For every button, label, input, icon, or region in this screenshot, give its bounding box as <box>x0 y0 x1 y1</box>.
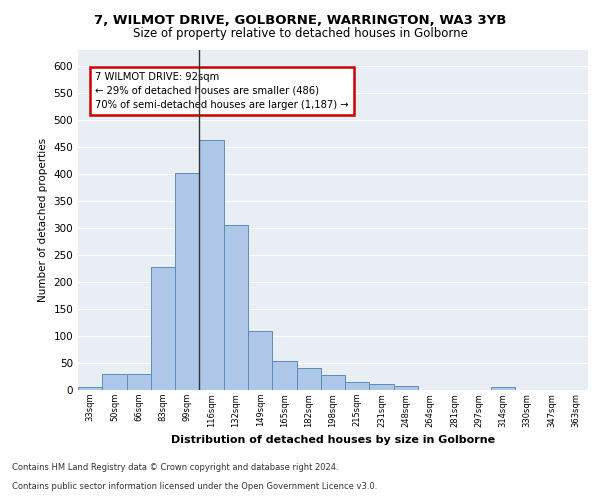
Bar <box>296 368 321 390</box>
Text: Contains HM Land Registry data © Crown copyright and database right 2024.: Contains HM Land Registry data © Crown c… <box>12 464 338 472</box>
Bar <box>345 382 370 390</box>
Bar <box>78 388 102 390</box>
Bar <box>151 267 175 390</box>
Bar <box>321 376 345 390</box>
Text: 7, WILMOT DRIVE, GOLBORNE, WARRINGTON, WA3 3YB: 7, WILMOT DRIVE, GOLBORNE, WARRINGTON, W… <box>94 14 506 27</box>
Text: Size of property relative to detached houses in Golborne: Size of property relative to detached ho… <box>133 28 467 40</box>
Bar <box>248 330 272 390</box>
X-axis label: Distribution of detached houses by size in Golborne: Distribution of detached houses by size … <box>171 435 495 445</box>
Bar <box>272 362 296 390</box>
Bar <box>175 172 199 390</box>
Text: Contains public sector information licensed under the Open Government Licence v3: Contains public sector information licen… <box>12 482 377 491</box>
Bar <box>199 140 224 390</box>
Bar <box>224 226 248 390</box>
Bar <box>127 374 151 390</box>
Bar <box>370 384 394 390</box>
Bar <box>491 388 515 390</box>
Text: 7 WILMOT DRIVE: 92sqm
← 29% of detached houses are smaller (486)
70% of semi-det: 7 WILMOT DRIVE: 92sqm ← 29% of detached … <box>95 72 349 110</box>
Bar <box>394 386 418 390</box>
Y-axis label: Number of detached properties: Number of detached properties <box>38 138 48 302</box>
Bar <box>102 374 127 390</box>
